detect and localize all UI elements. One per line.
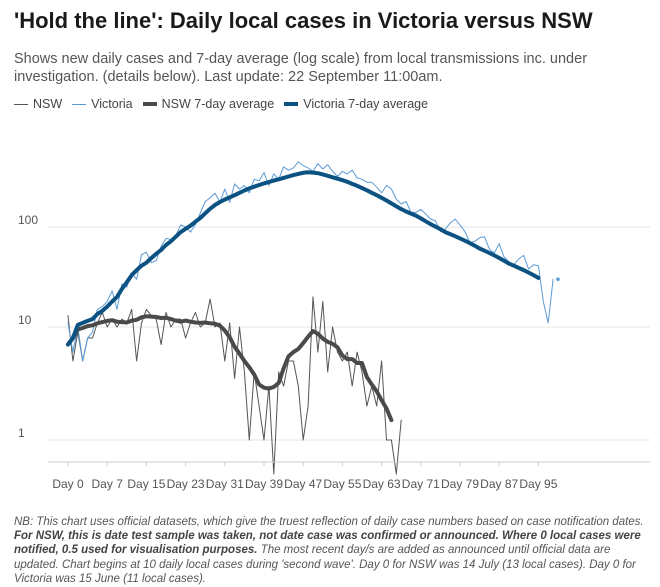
- footnote: NB: This chart uses official datasets, w…: [14, 515, 654, 586]
- gridlines: 1 10 100: [18, 213, 650, 441]
- legend-item-nsw-avg[interactable]: NSW 7-day average: [142, 97, 275, 111]
- series-lines: [66, 161, 560, 475]
- y-tick-label-100: 100: [18, 213, 38, 227]
- x-tick-label-96: Day 95: [519, 477, 557, 491]
- x-tick-label-16: Day 15: [127, 477, 165, 491]
- x-tick-label-64: Day 63: [363, 477, 401, 491]
- x-tick-label-8: Day 7: [92, 477, 124, 491]
- legend-label-victoria: Victoria: [91, 97, 133, 111]
- x-tick-label-72: Day 71: [402, 477, 440, 491]
- series-line-victoria: [67, 161, 554, 362]
- x-tick-label-48: Day 47: [284, 477, 322, 491]
- y-tick-label-1: 1: [18, 426, 25, 440]
- legend-label-nsw: NSW: [33, 97, 63, 111]
- x-tick-label-56: Day 55: [323, 477, 361, 491]
- x-tick-label-32: Day 31: [206, 477, 244, 491]
- series-line-nsw-7-day-average: [66, 314, 394, 423]
- x-tick-label-80: Day 79: [441, 477, 479, 491]
- x-axis: Day 0 Day 7 Day 15 Day 23 Day 31 Day 39 Day 47…: [48, 461, 650, 491]
- chart-legend: NSW Victoria NSW 7-day average Victoria …: [14, 96, 438, 112]
- legend-swatch-nsw: [14, 103, 28, 105]
- footnote-part-2: For NSW, this is date test sample was ta…: [14, 530, 641, 557]
- legend-swatch-nsw-avg: [142, 102, 157, 106]
- line-chart: 1 10 100 Day 0 Day 7 Day 15 Day 23 Day 31 Day 3…: [18, 161, 650, 491]
- footnote-part-1: NB: This chart uses official datasets, w…: [14, 516, 644, 528]
- legend-item-nsw[interactable]: NSW: [14, 97, 62, 111]
- legend-label-victoria-avg: Victoria 7-day average: [303, 97, 429, 111]
- y-tick-label-10: 10: [18, 313, 32, 327]
- chart-subtitle: Shows new daily cases and 7-day average …: [14, 51, 588, 85]
- x-tick-label-0: Day 0: [52, 477, 84, 491]
- x-tick-label-40: Day 39: [245, 477, 283, 491]
- legend-item-victoria-avg[interactable]: Victoria 7-day average: [284, 97, 428, 111]
- x-tick-label-88: Day 87: [480, 477, 518, 491]
- legend-label-nsw-avg: NSW 7-day average: [161, 97, 275, 111]
- chart-title: 'Hold the line': Daily local cases in Vi…: [14, 8, 593, 33]
- legend-item-victoria[interactable]: Victoria: [72, 97, 133, 111]
- series-line-victoria-7-day-average: [66, 170, 541, 347]
- latest-point-0: [556, 277, 560, 282]
- legend-swatch-victoria: [72, 103, 87, 105]
- x-tick-label-24: Day 23: [167, 477, 205, 491]
- legend-swatch-victoria-avg: [284, 102, 299, 106]
- footnote-part-3: The most recent day/s are added as annou…: [14, 544, 636, 585]
